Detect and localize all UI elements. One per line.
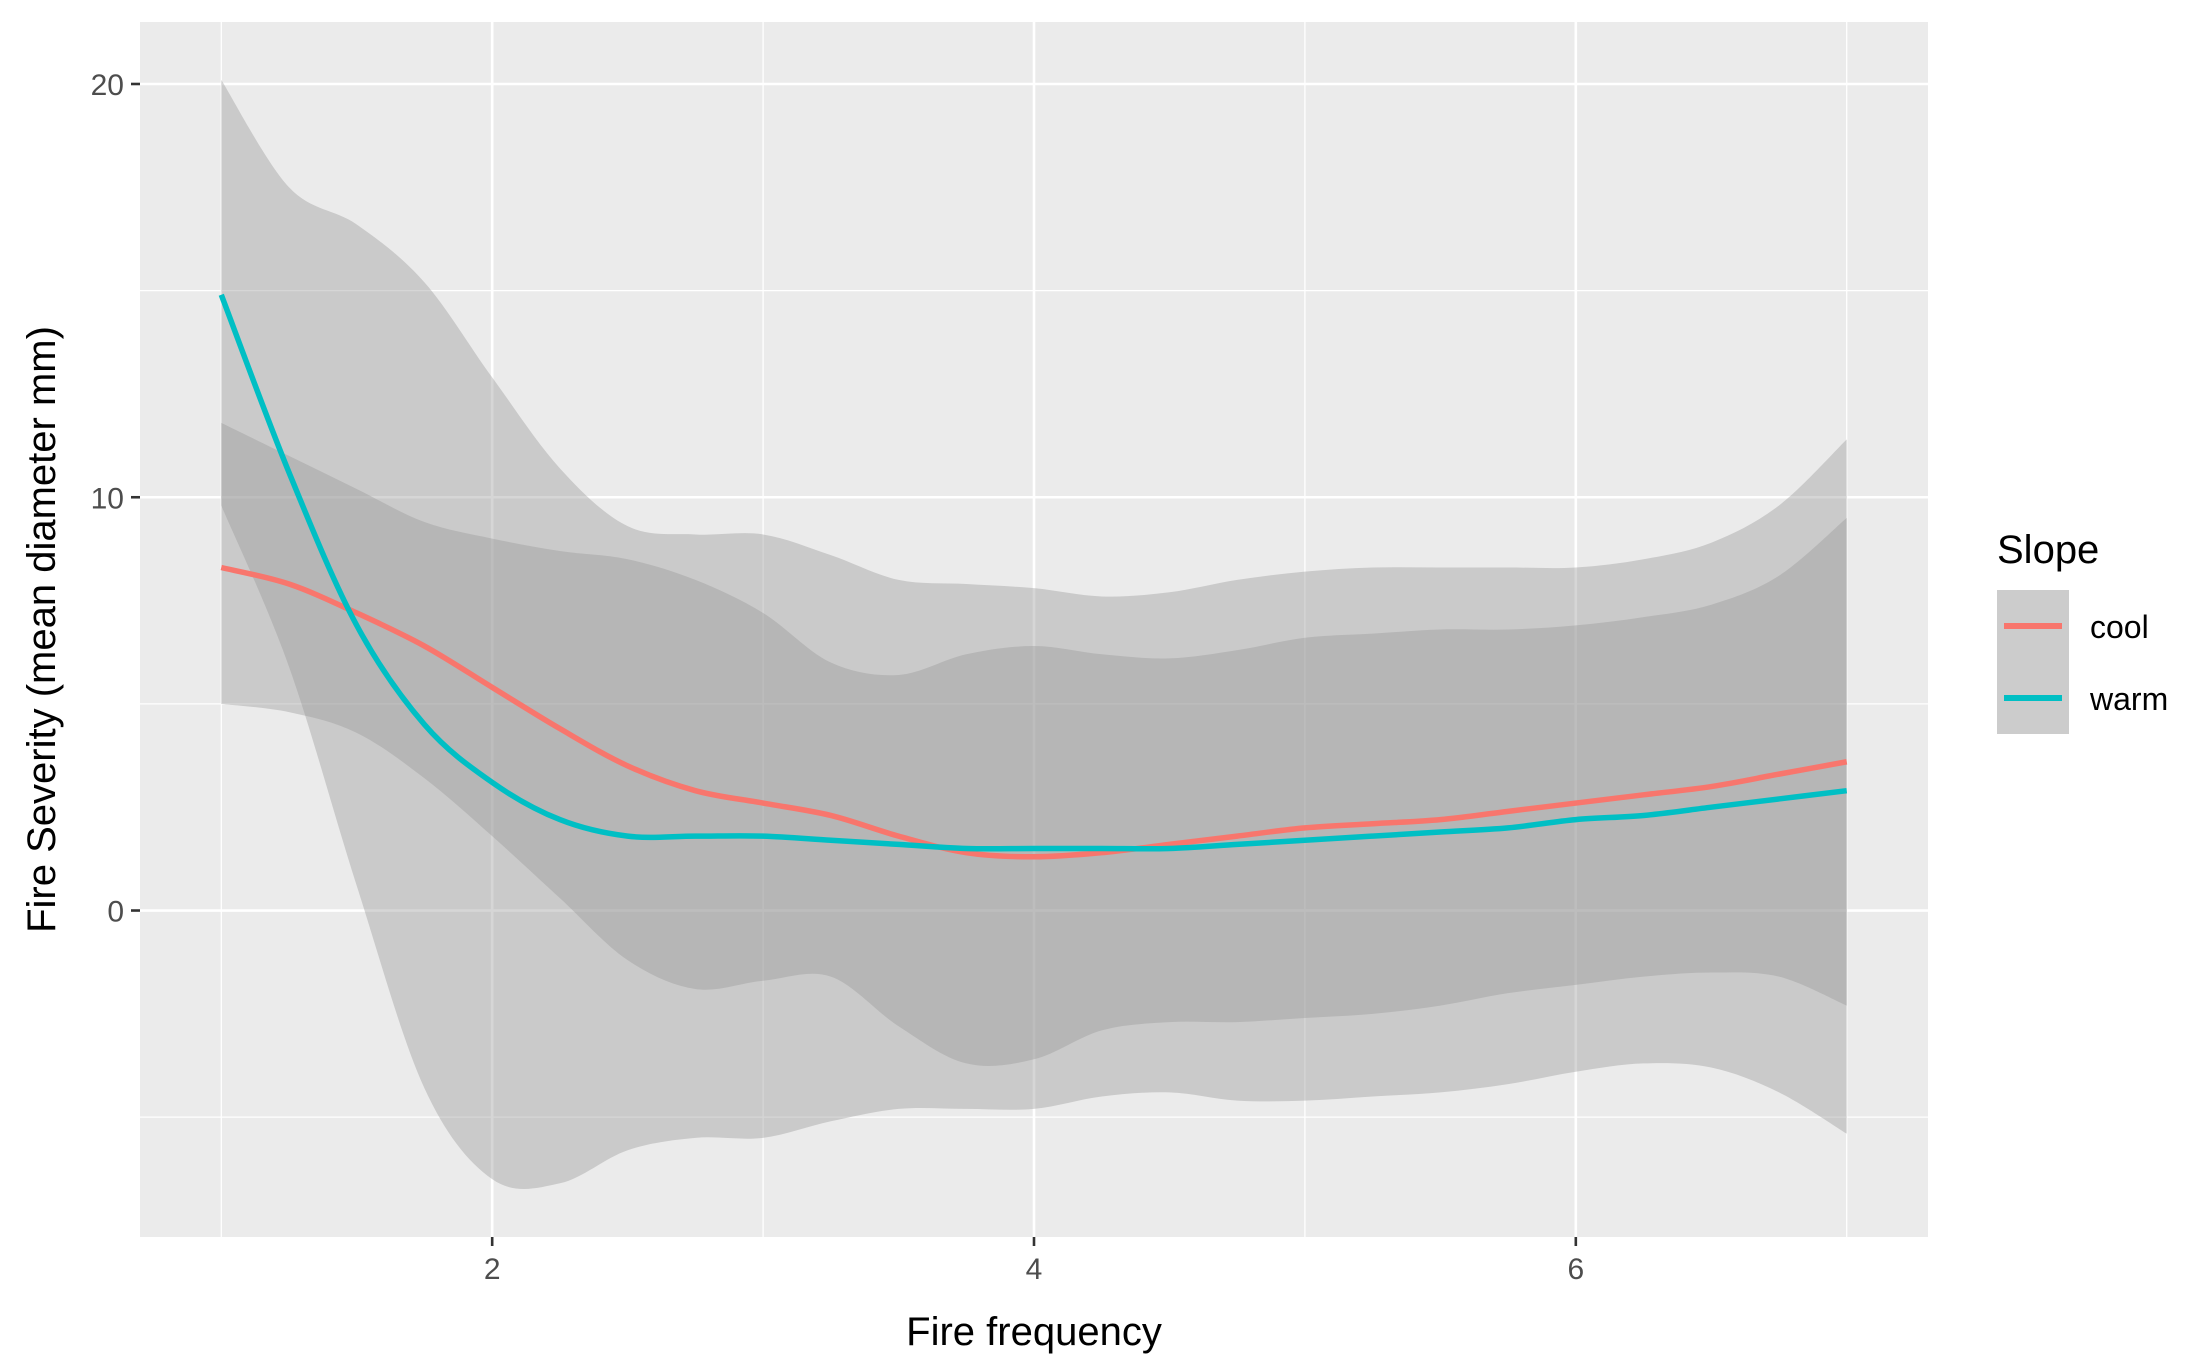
- ribbon-cool: [221, 422, 1847, 1067]
- legend-title: Slope: [1997, 528, 2099, 572]
- line-warm: [218, 293, 1848, 852]
- y-tick-label: 0: [107, 896, 124, 929]
- ribbon-warm: [221, 79, 1847, 1189]
- line-cool: [220, 564, 1848, 860]
- x-tick-label: 6: [1567, 1253, 1584, 1286]
- confidence-ribbons: [221, 79, 1847, 1189]
- y-tick-label: 10: [91, 482, 124, 515]
- y-axis-title: Fire Severity (mean diameter mm): [20, 326, 64, 933]
- legend: Slope cool warm: [1997, 528, 2168, 734]
- grid-major: [140, 22, 1928, 1237]
- x-tick-label: 2: [484, 1253, 501, 1286]
- x-tick-label: 4: [1026, 1253, 1043, 1286]
- legend-label-warm: warm: [2089, 681, 2168, 717]
- y-tick-label: 20: [91, 69, 124, 102]
- x-axis-title: Fire frequency: [906, 1310, 1162, 1354]
- legend-label-cool: cool: [2090, 609, 2149, 645]
- series-lines: [218, 293, 1848, 860]
- axes: 2 4 6 0 10 20: [91, 69, 1585, 1286]
